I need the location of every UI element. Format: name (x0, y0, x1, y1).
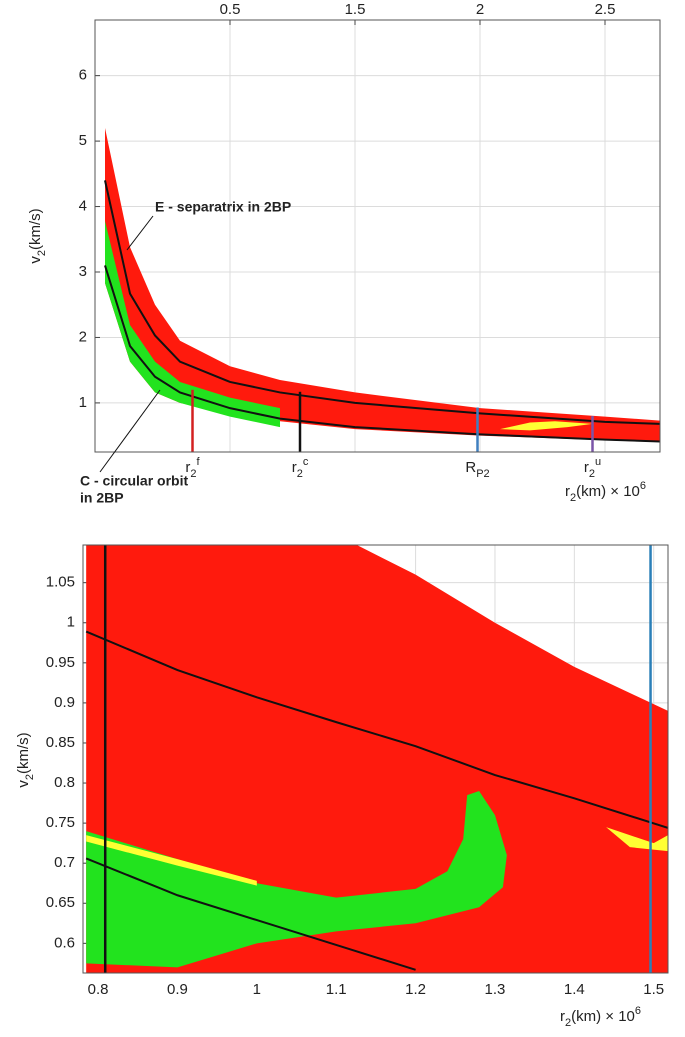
y-tick-label: 4 (79, 198, 87, 215)
x-axis-label: r2(km) × 106 (560, 1005, 641, 1029)
plot-content (85, 545, 668, 973)
y-tick-label: 0.75 (46, 814, 75, 831)
region (500, 421, 593, 431)
y-axis-label: v2(km/s) (27, 208, 48, 263)
marker-label-part: r (584, 459, 589, 476)
marker-label-part: c (303, 456, 309, 468)
leader-line (99, 389, 161, 473)
y-tick-label: 1 (79, 394, 87, 411)
curve (104, 180, 660, 425)
x-tick-label: 0.8 (88, 981, 109, 998)
y-tick-label: 6 (79, 67, 87, 84)
region-band (86, 545, 668, 973)
annotation: in 2BP (80, 490, 124, 506)
x-tick-label: 1.5 (643, 981, 664, 998)
region (86, 791, 507, 968)
y-axis-label-part: v (15, 780, 32, 788)
y-axis-label: v2(km/s) (15, 732, 36, 787)
x-axis-label-part: r (565, 483, 570, 500)
x-tick-label: 1.4 (564, 981, 585, 998)
marker-label: r2c (292, 456, 309, 480)
leader-line (126, 215, 154, 251)
region-band (105, 220, 280, 428)
x-tick-label: 1.2 (405, 981, 426, 998)
x-tick-label: 0.5 (220, 1, 241, 18)
x-axis-label-part: r (560, 1008, 565, 1025)
plot-content (104, 128, 660, 452)
x-axis-label-part: (km) × 10 (571, 1008, 635, 1025)
y-tick-label: 0.6 (54, 934, 75, 951)
x-tick-label: 2 (476, 1, 484, 18)
y-tick-label: 0.9 (54, 694, 75, 711)
x-tick-label: 1 (253, 981, 261, 998)
marker-label-part: R (465, 459, 476, 476)
x-tick-label: 1.1 (326, 981, 347, 998)
y-tick-label: 0.95 (46, 654, 75, 671)
x-axis-label-part: 6 (635, 1005, 641, 1017)
marker-label: r2u (584, 456, 601, 480)
region (606, 827, 668, 852)
marker-label-part: P2 (476, 468, 489, 480)
marker-label-part: r (292, 459, 297, 476)
marker-label-part: u (595, 456, 601, 468)
curve (104, 265, 660, 443)
plot-frame (94, 19, 661, 453)
x-tick-label: 0.9 (167, 981, 188, 998)
y-tick-label: 0.65 (46, 894, 75, 911)
curve (85, 630, 668, 829)
y-tick-label: 1 (67, 614, 75, 631)
x-axis-label-part: 2 (570, 492, 576, 504)
y-axis-label-part: 2 (36, 250, 48, 256)
y-tick-label: 3 (79, 263, 87, 280)
y-axis-label-part: 2 (24, 774, 36, 780)
annotation: C - circular orbit (80, 473, 188, 489)
y-tick-label: 2 (79, 328, 87, 345)
y-tick-label: 1.05 (46, 574, 75, 591)
y-axis-label-part: v (27, 256, 44, 264)
marker-label-part: 2 (190, 468, 196, 480)
marker-label: RP2 (465, 459, 489, 480)
y-axis-label-part: (km/s) (27, 208, 44, 250)
curve (85, 857, 416, 971)
marker-label-part: f (197, 456, 201, 468)
x-axis-label-part: (km) × 10 (576, 483, 640, 500)
x-tick-label: 2.5 (595, 1, 616, 18)
y-tick-label: 0.8 (54, 774, 75, 791)
y-tick-label: 0.85 (46, 734, 75, 751)
x-axis-label: r2(km) × 106 (565, 480, 646, 504)
y-axis-label-part: (km/s) (15, 732, 32, 774)
plot-frame (82, 544, 669, 974)
x-axis-label-part: 2 (565, 1017, 571, 1029)
y-tick-label: 5 (79, 132, 87, 149)
annotation: E - separatrix in 2BP (155, 199, 291, 215)
region (86, 835, 257, 886)
y-tick-label: 0.7 (54, 854, 75, 871)
x-tick-label: 1.5 (345, 1, 366, 18)
marker-label-part: 2 (589, 468, 595, 480)
x-tick-label: 1.3 (485, 981, 506, 998)
marker-label-part: r (185, 459, 190, 476)
x-axis-label-part: 6 (640, 480, 646, 492)
marker-label: r2f (185, 456, 200, 480)
marker-label-part: 2 (297, 468, 303, 480)
